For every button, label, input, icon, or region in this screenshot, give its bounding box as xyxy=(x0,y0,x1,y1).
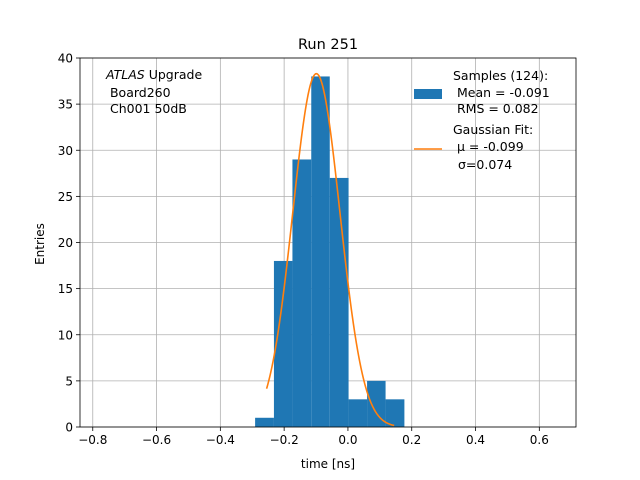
legend: Samples (124): Mean = -0.091 RMS = 0.082… xyxy=(414,68,550,172)
histogram-bar-2 xyxy=(292,159,312,427)
gaussian-fit-curve xyxy=(265,72,395,427)
annotation-line-3: Ch001 50dB xyxy=(106,101,187,116)
y-axis-label: Entries xyxy=(33,223,47,265)
legend-fit-line-2: μ = -0.099 xyxy=(453,139,524,154)
legend-hist-line-1: Samples (124): xyxy=(453,68,548,83)
x-tick-label-0: −0.8 xyxy=(78,433,107,447)
legend-hist-line-3: RMS = 0.082 xyxy=(453,101,539,116)
x-tick-label-5: 0.2 xyxy=(402,433,421,447)
x-tick-label-1: −0.6 xyxy=(142,433,171,447)
x-tick-label-6: 0.4 xyxy=(466,433,485,447)
y-tick-label-3: 15 xyxy=(58,282,73,296)
histogram-bar-3 xyxy=(311,76,330,427)
annotation-atlas: ATLAS xyxy=(105,67,145,82)
y-tick-label-2: 10 xyxy=(58,328,73,342)
x-tick-label-3: −0.2 xyxy=(270,433,299,447)
histogram-bar-4 xyxy=(329,177,349,427)
histogram-bar-5 xyxy=(348,399,368,427)
atlas-annotation: ATLAS Upgrade Board260 Ch001 50dB xyxy=(105,67,202,116)
histogram-bars xyxy=(255,76,405,427)
x-tick-label-2: −0.4 xyxy=(206,433,235,447)
histogram-bar-1 xyxy=(273,260,293,427)
legend-fit-line-3: σ=0.074 xyxy=(458,157,512,172)
y-tick-label-4: 20 xyxy=(58,236,73,250)
legend-fit-line-1: Gaussian Fit: xyxy=(453,122,533,137)
legend-hist-line-2: Mean = -0.091 xyxy=(453,85,550,100)
y-tick-label-6: 30 xyxy=(58,144,73,158)
y-tick-label-7: 35 xyxy=(58,98,73,112)
axis-ticks: −0.8 −0.6 −0.4 −0.2 0.0 0.2 0.4 0.6 0 5 10 15 20 25 30… xyxy=(58,52,549,448)
x-axis-label: time [ns] xyxy=(301,457,355,471)
y-tick-label-5: 25 xyxy=(58,190,73,204)
histogram-bar-7 xyxy=(385,399,405,427)
annotation-line-2: Board260 xyxy=(106,85,171,100)
y-tick-label-1: 5 xyxy=(65,374,73,388)
x-tick-label-4: 0.0 xyxy=(338,433,357,447)
y-tick-label-0: 0 xyxy=(65,421,73,435)
x-tick-label-7: 0.6 xyxy=(530,433,549,447)
chart-title: Run 251 xyxy=(298,37,358,53)
histogram-bar-6 xyxy=(367,380,386,427)
annotation-upgrade: Upgrade xyxy=(145,67,203,82)
annotation-line-1: ATLAS Upgrade xyxy=(105,67,202,82)
y-tick-label-8: 40 xyxy=(58,52,73,66)
legend-hist-patch xyxy=(414,89,442,99)
fit-curve-group xyxy=(265,72,395,427)
histogram-bar-0 xyxy=(255,417,274,427)
